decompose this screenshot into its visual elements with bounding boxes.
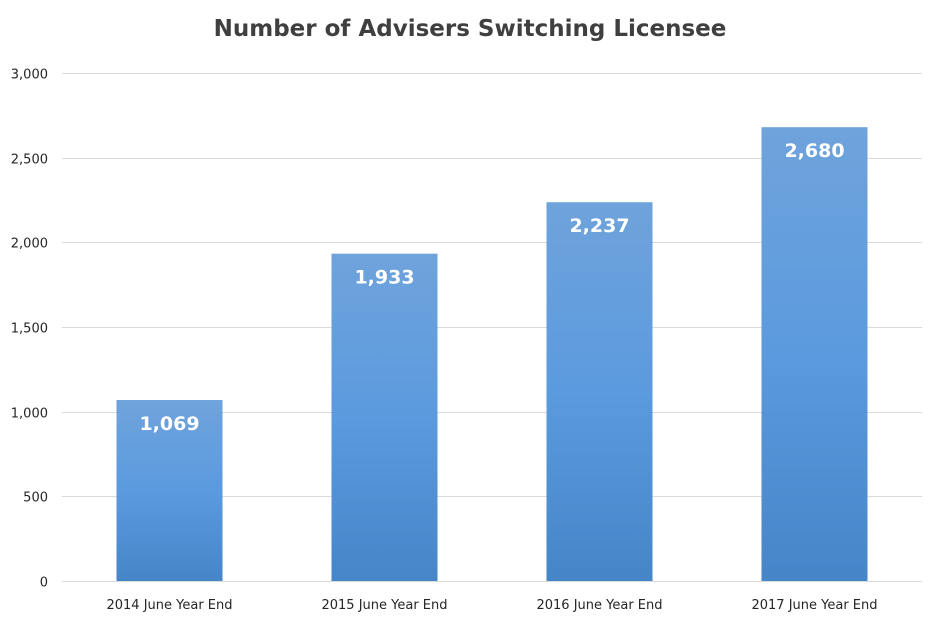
data-labels: 1,069 1,933 2,237 2,680 <box>139 140 844 435</box>
data-label-1: 1,069 <box>139 413 199 435</box>
bar-1 <box>116 399 223 581</box>
y-tick-label: 0 <box>40 576 48 591</box>
y-tick-label: 1,000 <box>11 407 48 422</box>
bar-4 <box>761 127 868 581</box>
x-category-label-4: 2017 June Year End <box>751 598 877 613</box>
bars <box>116 127 868 582</box>
y-tick-label: 1,500 <box>11 322 48 337</box>
x-category-label-1: 2014 June Year End <box>106 598 232 613</box>
y-tick-label: 3,000 <box>11 68 48 83</box>
bar-3 <box>546 202 653 581</box>
bar-2 <box>331 253 438 582</box>
y-tick-label: 500 <box>23 491 48 506</box>
data-label-3: 2,237 <box>569 215 629 237</box>
data-label-2: 1,933 <box>354 267 414 289</box>
x-category-label-3: 2016 June Year End <box>536 598 662 613</box>
data-label-4: 2,680 <box>784 140 844 162</box>
y-tick-label: 2,000 <box>11 237 48 252</box>
x-category-label-2: 2015 June Year End <box>321 598 447 613</box>
y-tick-label: 2,500 <box>11 153 48 168</box>
y-axis-tick-labels: 0 500 1,000 1,500 2,000 2,500 3,000 <box>11 68 48 591</box>
x-axis-category-labels: 2014 June Year End 2015 June Year End 2016… <box>106 598 877 613</box>
chart-title: Number of Advisers Switching Licensee <box>214 16 727 42</box>
